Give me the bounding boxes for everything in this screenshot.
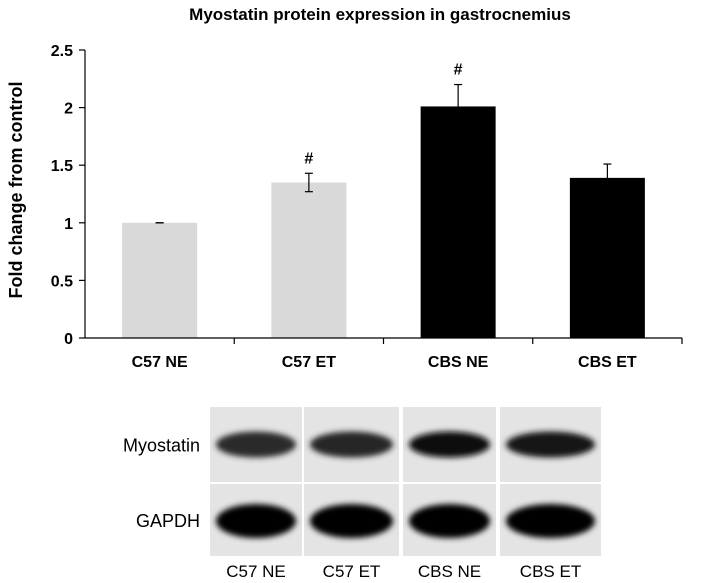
blot-band-gapdh (506, 504, 595, 538)
x-tick-label: C57 NE (132, 354, 188, 371)
blot-lane-label: CBS ET (520, 562, 581, 581)
blot-lane-label: C57 NE (226, 562, 286, 581)
y-tick-label: 0 (64, 331, 73, 348)
bar-cbs-et (569, 177, 645, 338)
y-tick-label: 0.5 (51, 273, 73, 290)
blot-band-myostatin (506, 431, 595, 458)
bar-cbs-ne (420, 106, 496, 338)
blot-row-label-myostatin: Myostatin (123, 436, 200, 456)
blot-row-label-gapdh: GAPDH (136, 511, 200, 531)
bars: ## (122, 62, 645, 338)
x-tick-label: CBS NE (428, 354, 489, 371)
bar-c57-et (271, 182, 347, 338)
significance-marker: # (304, 150, 313, 167)
y-axis-ticks: 0 0.5 1 1.5 2 2.5 (51, 43, 85, 348)
blot-band-myostatin (216, 431, 296, 458)
y-tick-label: 1.5 (51, 158, 73, 175)
significance-marker: # (454, 62, 463, 79)
x-tick-label: C57 ET (282, 354, 336, 371)
blot-lane-label: CBS NE (418, 562, 481, 581)
y-tick-label: 1 (64, 216, 73, 233)
y-axis-label: Fold change from control (6, 81, 26, 298)
blot-band-gapdh (409, 504, 490, 538)
y-tick-label: 2 (64, 101, 73, 118)
western-blot: Myostatin GAPDH C57 NE C57 ET CBS NE CBS ET (123, 407, 601, 581)
chart-title: Myostatin protein expression in gastrocn… (189, 5, 571, 24)
blot-band-gapdh (310, 504, 393, 538)
x-tick-label: CBS ET (578, 354, 637, 371)
y-tick-label: 2.5 (51, 43, 73, 60)
x-axis-tick-labels: C57 NE C57 ET CBS NE CBS ET (132, 338, 683, 371)
blot-band-myostatin (310, 431, 393, 458)
blot-band-myostatin (409, 431, 490, 458)
bar-c57-ne (122, 222, 198, 338)
blot-band-gapdh (216, 504, 296, 538)
blot-lane-label: C57 ET (323, 562, 381, 581)
